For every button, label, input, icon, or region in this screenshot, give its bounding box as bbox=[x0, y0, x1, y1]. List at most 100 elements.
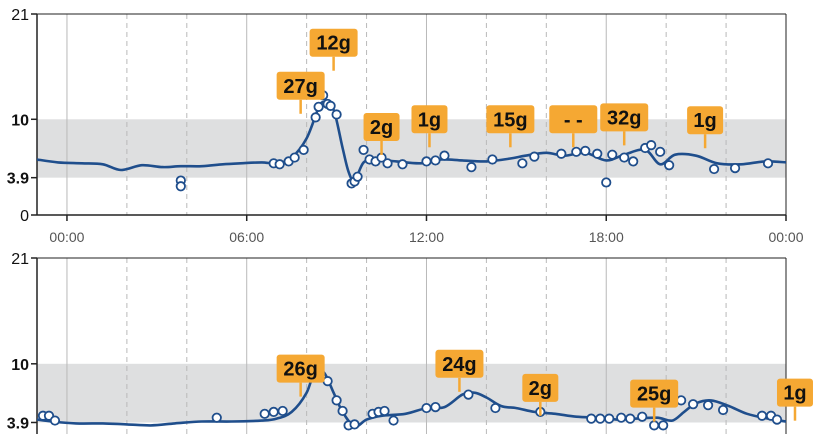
carb-annotation: 25g bbox=[630, 379, 679, 422]
reading-point bbox=[655, 146, 666, 157]
reading-point bbox=[688, 399, 699, 410]
y-tick-label: 0 bbox=[20, 208, 29, 225]
carb-box bbox=[522, 373, 559, 402]
carb-annotation: 1g bbox=[687, 106, 724, 149]
reading-point bbox=[175, 181, 186, 192]
reading-point bbox=[397, 159, 408, 170]
reading-point bbox=[382, 158, 393, 169]
carb-label: 1g bbox=[418, 109, 441, 131]
x-tick-label: 18:00 bbox=[589, 229, 624, 245]
reading-point bbox=[628, 156, 639, 167]
reading-point bbox=[331, 395, 342, 406]
reading-point bbox=[310, 112, 321, 123]
reading-point bbox=[274, 159, 285, 170]
carb-label: 2g bbox=[370, 117, 393, 139]
reading-point bbox=[556, 148, 567, 159]
reading-point bbox=[676, 395, 687, 406]
reading-point bbox=[430, 155, 441, 166]
carb-annotation: 12g bbox=[309, 28, 358, 71]
carb-box bbox=[486, 105, 535, 134]
reading-point bbox=[337, 405, 348, 417]
carb-annotation: 27g bbox=[276, 71, 325, 114]
carb-label: 15g bbox=[493, 109, 527, 131]
reading-point bbox=[592, 148, 603, 159]
reading-point bbox=[49, 415, 61, 426]
reading-point bbox=[703, 400, 714, 411]
plot-area bbox=[37, 357, 786, 431]
reading-point bbox=[616, 412, 627, 423]
carb-label: - - bbox=[564, 109, 583, 131]
reading-point bbox=[586, 413, 597, 424]
reading-point bbox=[325, 100, 336, 111]
carb-annotation: 1g bbox=[776, 378, 813, 421]
reading-point bbox=[601, 177, 612, 188]
reading-point bbox=[421, 402, 432, 414]
carb-annotation: 15g bbox=[486, 105, 535, 148]
reading-point bbox=[259, 408, 270, 419]
reading-point bbox=[637, 411, 648, 422]
carb-box bbox=[363, 112, 400, 141]
reading-point bbox=[717, 404, 729, 416]
carb-label: 2g bbox=[529, 378, 552, 400]
reading-point bbox=[331, 109, 342, 120]
x-tick-label: 00:00 bbox=[768, 229, 803, 245]
reading-point bbox=[571, 146, 582, 157]
carb-box bbox=[411, 105, 448, 134]
reading-point bbox=[517, 158, 528, 169]
y-tick-label: 3.9 bbox=[7, 171, 29, 188]
y-tick-label: 10 bbox=[11, 112, 29, 129]
reading-point bbox=[352, 171, 363, 182]
chart-panel-2: 3.9 10 21 26g 24g 2g 25g 1g bbox=[7, 251, 813, 434]
reading-point bbox=[625, 413, 636, 424]
reading-point bbox=[649, 420, 660, 431]
chart-panel-1: 0 3.9 10 21 00:00 06:00 12:00 18:00 00:00 27g 12g 2… bbox=[7, 7, 804, 245]
reading-point bbox=[358, 144, 369, 156]
reading-point bbox=[421, 156, 432, 167]
carb-box bbox=[309, 28, 358, 57]
reading-point bbox=[289, 152, 300, 163]
reading-point bbox=[379, 405, 390, 417]
reading-point bbox=[708, 163, 720, 175]
carb-box bbox=[435, 349, 484, 378]
reading-point bbox=[664, 160, 675, 171]
carb-annotation: 32g bbox=[600, 103, 649, 146]
carb-label: 32g bbox=[607, 107, 641, 129]
carb-label: 24g bbox=[442, 354, 476, 376]
reading-point bbox=[466, 162, 477, 173]
y-tick-label: 21 bbox=[11, 251, 29, 268]
carb-annotation: 2g bbox=[522, 373, 559, 416]
reading-point bbox=[619, 152, 630, 163]
carb-box bbox=[776, 378, 813, 407]
reading-point bbox=[322, 376, 333, 387]
carb-label: 1g bbox=[693, 110, 716, 132]
carb-annotation: 26g bbox=[276, 354, 325, 397]
reading-point bbox=[211, 412, 222, 423]
reading-point bbox=[762, 158, 774, 169]
reading-point bbox=[298, 144, 309, 156]
carb-label: 25g bbox=[637, 384, 671, 406]
carb-annotation: 24g bbox=[435, 349, 484, 392]
reading-point bbox=[580, 145, 591, 156]
reading-point bbox=[487, 154, 498, 165]
reading-point bbox=[313, 101, 324, 112]
carb-annotation: 1g bbox=[411, 105, 448, 148]
reading-point bbox=[607, 149, 618, 160]
x-tick-label: 12:00 bbox=[409, 229, 444, 245]
reading-point bbox=[756, 410, 768, 421]
reading-point bbox=[658, 420, 669, 431]
carb-annotation: 2g bbox=[363, 112, 400, 155]
reading-point bbox=[430, 401, 441, 413]
carb-box bbox=[549, 105, 598, 134]
y-tick-label: 3.9 bbox=[7, 415, 29, 432]
reading-point bbox=[439, 150, 450, 161]
carb-label: 26g bbox=[283, 359, 317, 381]
y-tick-label: 10 bbox=[11, 357, 29, 374]
carb-label: 1g bbox=[783, 383, 806, 405]
carb-box bbox=[687, 106, 724, 135]
carb-box bbox=[276, 71, 325, 100]
reading-point bbox=[388, 415, 399, 426]
reading-point bbox=[729, 163, 741, 174]
reading-point bbox=[277, 405, 288, 417]
y-tick-label: 21 bbox=[11, 7, 29, 24]
